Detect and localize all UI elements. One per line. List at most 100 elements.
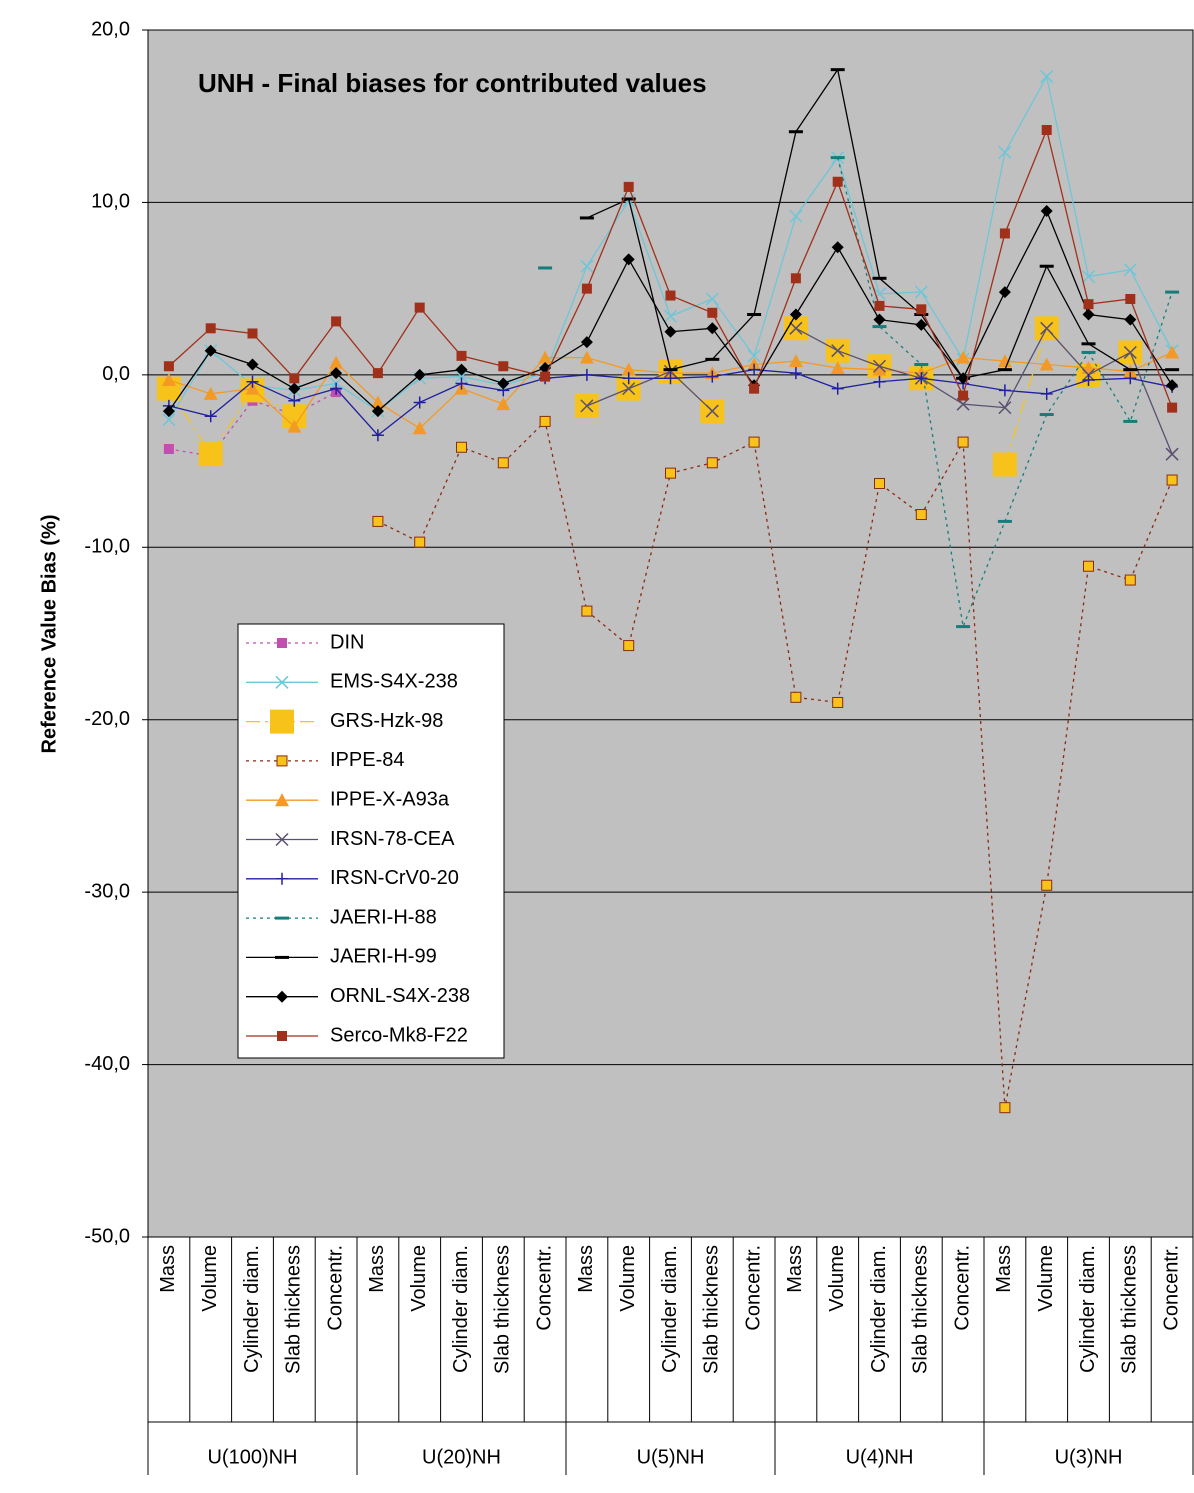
point-marker [247, 328, 258, 339]
y-tick-label: 0,0 [102, 363, 130, 385]
point-marker [832, 176, 843, 187]
point-marker [331, 316, 342, 327]
point-marker [1124, 372, 1137, 385]
point-marker [622, 372, 635, 385]
point-marker [665, 290, 676, 301]
point-marker [412, 421, 427, 435]
x-tick-label: Cylinder diam. [868, 1245, 890, 1373]
point-marker [276, 990, 288, 1003]
point-marker [872, 362, 887, 376]
point-marker [245, 381, 260, 395]
point-marker [999, 1102, 1011, 1114]
point-marker [246, 375, 259, 388]
point-marker [270, 709, 294, 734]
x-tick-label: Slab thickness [910, 1245, 932, 1374]
x-tick-label: Volume [1035, 1245, 1057, 1312]
point-marker [581, 605, 593, 617]
point-marker [1167, 402, 1178, 413]
x-tick-label: Cylinder diam. [241, 1245, 263, 1373]
point-marker [663, 364, 678, 378]
point-marker [790, 273, 801, 284]
point-marker [275, 793, 289, 807]
point-marker [163, 361, 174, 372]
point-marker [275, 675, 289, 689]
point-marker [1165, 447, 1179, 461]
point-marker [789, 308, 802, 321]
point-marker [790, 691, 802, 703]
legend-label: DIN [330, 631, 364, 653]
point-marker [276, 872, 288, 885]
point-marker [288, 394, 301, 407]
point-marker [454, 370, 469, 384]
point-marker [414, 536, 426, 548]
point-marker [581, 283, 592, 294]
point-marker [873, 375, 886, 388]
group-label: U(4)NH [846, 1446, 914, 1468]
x-tick-label: Concentr. [324, 1245, 346, 1331]
x-tick-label: Concentr. [1160, 1245, 1182, 1331]
legend: DIN EMS-S4X-238 GRS-Hzk-98 IPPE-84 IPPE-X-A9… [237, 623, 505, 1059]
point-marker [1040, 70, 1054, 84]
legend-label: JAERI-H-99 [330, 946, 437, 968]
point-marker [621, 362, 636, 376]
point-marker [831, 241, 844, 254]
point-marker [748, 436, 760, 448]
legend-box [237, 623, 505, 1059]
point-marker [580, 259, 594, 273]
legend-label: IPPE-X-A93a [330, 788, 450, 810]
point-marker [998, 401, 1012, 415]
y-tick-label: -10,0 [84, 536, 130, 558]
point-marker [205, 323, 216, 334]
point-marker [749, 383, 760, 394]
point-marker [705, 292, 719, 306]
point-marker [1040, 321, 1054, 335]
point-marker [580, 336, 593, 349]
point-marker [204, 344, 217, 357]
point-marker [275, 832, 289, 847]
point-marker [163, 444, 174, 455]
point-marker [872, 287, 887, 301]
point-marker [497, 377, 510, 390]
point-marker [277, 638, 287, 648]
point-marker [1124, 574, 1136, 586]
point-marker [830, 360, 845, 374]
point-marker [748, 363, 761, 376]
point-marker [747, 349, 761, 363]
x-tick-label: Volume [826, 1245, 848, 1312]
point-marker [874, 300, 885, 311]
x-tick-label: Mass [366, 1245, 388, 1293]
legend-label: IPPE-84 [330, 749, 404, 771]
point-marker [664, 325, 677, 338]
series-line [377, 420, 1173, 1108]
x-tick-label: Cylinder diam. [659, 1245, 681, 1373]
y-tick-label: -50,0 [84, 1225, 130, 1247]
point-marker [623, 181, 634, 192]
point-marker [1083, 299, 1094, 310]
point-marker [958, 390, 969, 401]
point-marker [329, 355, 344, 369]
point-marker [455, 377, 468, 390]
point-marker [1083, 560, 1094, 572]
point-marker [623, 640, 635, 652]
legend-label: GRS-Hzk-98 [330, 710, 443, 732]
point-marker [1082, 308, 1095, 321]
x-tick-label: Mass [993, 1245, 1015, 1293]
point-marker [496, 397, 511, 411]
point-marker [1125, 293, 1136, 304]
point-marker [162, 413, 176, 427]
point-marker [372, 515, 384, 527]
x-tick-label: Concentr. [533, 1245, 555, 1331]
x-tick-label: Concentr. [742, 1245, 764, 1331]
point-marker [831, 382, 844, 395]
point-marker [872, 359, 887, 373]
point-marker [915, 372, 928, 385]
point-marker [1123, 345, 1137, 359]
x-tick-label: Volume [408, 1245, 430, 1312]
point-marker [874, 477, 885, 489]
x-tick-label: Cylinder diam. [1077, 1245, 1099, 1373]
point-marker [1041, 125, 1052, 136]
point-marker [538, 350, 553, 364]
y-axis-label: Reference Value Bias (%) [38, 515, 60, 754]
group-label: U(5)NH [637, 1446, 705, 1468]
point-marker [1166, 474, 1178, 486]
